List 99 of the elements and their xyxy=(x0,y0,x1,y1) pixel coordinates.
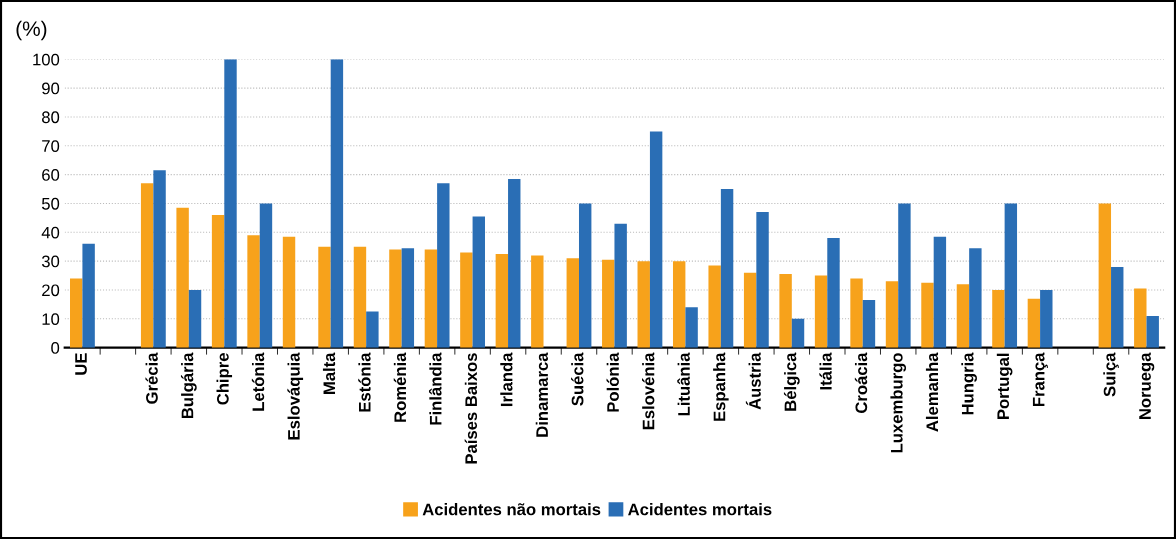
bar xyxy=(259,203,273,348)
bar xyxy=(672,261,686,348)
y-axis-title: (%) xyxy=(16,20,47,41)
bar xyxy=(389,249,402,348)
bar xyxy=(791,318,805,348)
bar xyxy=(282,236,296,348)
bar xyxy=(649,131,663,348)
bar xyxy=(366,311,379,348)
bar xyxy=(495,253,509,348)
bar xyxy=(1134,288,1147,348)
y-tick-label: 10 xyxy=(42,313,60,326)
bar xyxy=(779,274,792,348)
bar xyxy=(827,238,840,348)
y-tick-label: 0 xyxy=(51,342,60,354)
bar xyxy=(885,281,899,348)
bar xyxy=(188,289,202,348)
bar xyxy=(531,255,544,348)
bar xyxy=(814,275,828,348)
x-tick-label: Itália xyxy=(819,352,832,390)
x-tick-label: Alemanha xyxy=(925,352,939,432)
bar xyxy=(602,259,615,348)
x-tick-label: Malta xyxy=(322,352,336,394)
y-tick-label: 80 xyxy=(42,111,60,124)
x-tick-label: Grécia xyxy=(145,352,158,404)
bar xyxy=(1040,289,1053,348)
bar xyxy=(330,59,344,348)
bar xyxy=(472,216,485,348)
x-tick-label: Croácia xyxy=(854,352,868,413)
bar xyxy=(82,243,95,348)
bar xyxy=(318,246,331,348)
x-tick-label: Áustria xyxy=(745,352,761,410)
y-tick-label: 20 xyxy=(42,284,60,297)
x-tick-label: França xyxy=(1032,352,1048,407)
x-tick-label: Espanha xyxy=(713,352,729,421)
bar xyxy=(850,278,863,348)
y-tick-label: 60 xyxy=(42,169,60,181)
bar xyxy=(1111,266,1124,348)
x-tick-label: Suécia xyxy=(571,352,584,406)
bar xyxy=(708,265,721,348)
bar xyxy=(992,289,1005,348)
bar xyxy=(353,246,367,348)
x-tick-label: Países Baixos xyxy=(464,353,478,464)
x-tick-label: Noruega xyxy=(1139,352,1155,419)
x-tick-label: Suiça xyxy=(1103,352,1119,397)
x-tick-label: Finlândia xyxy=(428,352,442,425)
x-tick-label: Hungria xyxy=(961,352,977,415)
bar xyxy=(956,284,970,348)
bar xyxy=(969,248,982,348)
x-tick-label: Luxemburgo xyxy=(890,353,907,453)
bar xyxy=(921,282,934,348)
bar xyxy=(460,252,473,348)
bar xyxy=(898,203,911,348)
bar xyxy=(247,235,260,348)
y-tick-label: 30 xyxy=(41,255,60,268)
bar xyxy=(1146,315,1159,348)
bar xyxy=(566,258,579,348)
x-tick-label: Dinamarca xyxy=(535,352,548,437)
x-tick-label: Bulgária xyxy=(180,352,197,419)
y-tick-label: 40 xyxy=(41,226,60,239)
x-tick-label: Bélgica xyxy=(783,352,800,411)
bar xyxy=(424,249,438,348)
legend-label: Acidentes mortais xyxy=(628,503,772,516)
bar xyxy=(1098,203,1112,348)
y-tick-label: 100 xyxy=(33,53,60,66)
bar xyxy=(401,248,415,348)
x-tick-label: Irlanda xyxy=(500,352,513,407)
x-tick-label: Estónia xyxy=(358,352,371,412)
x-tick-label: Portugal xyxy=(996,353,1013,419)
legend-label: Acidentes não mortais xyxy=(422,503,601,516)
bar xyxy=(153,170,166,348)
bar xyxy=(862,300,876,348)
bar xyxy=(176,207,189,348)
bar xyxy=(1004,203,1018,348)
x-tick-label: Eslováquia xyxy=(287,352,304,440)
y-tick-label: 70 xyxy=(42,140,60,152)
x-tick-label: Roménia xyxy=(393,352,407,422)
x-tick-label: Letónia xyxy=(251,352,265,411)
bar xyxy=(224,59,237,348)
x-tick-label: Polónia xyxy=(606,352,619,412)
bar xyxy=(637,261,650,348)
bar xyxy=(743,272,757,348)
y-tick-label: 90 xyxy=(42,82,60,95)
bar xyxy=(933,236,947,348)
bar xyxy=(211,215,225,348)
x-tick-label: UE xyxy=(75,353,87,375)
bar xyxy=(1027,298,1041,348)
bar xyxy=(614,223,627,348)
bar xyxy=(70,278,83,348)
bar xyxy=(685,307,698,348)
x-tick-label: Chipre xyxy=(216,353,233,405)
x-tick-label: Eslovénia xyxy=(642,352,655,430)
bar xyxy=(437,183,450,348)
x-tick-label: Lituânia xyxy=(677,352,690,416)
bar xyxy=(756,212,769,348)
bar xyxy=(140,183,154,348)
bar xyxy=(508,178,521,348)
bar xyxy=(578,203,592,348)
y-tick-label: 50 xyxy=(41,197,60,210)
bar xyxy=(720,189,734,348)
